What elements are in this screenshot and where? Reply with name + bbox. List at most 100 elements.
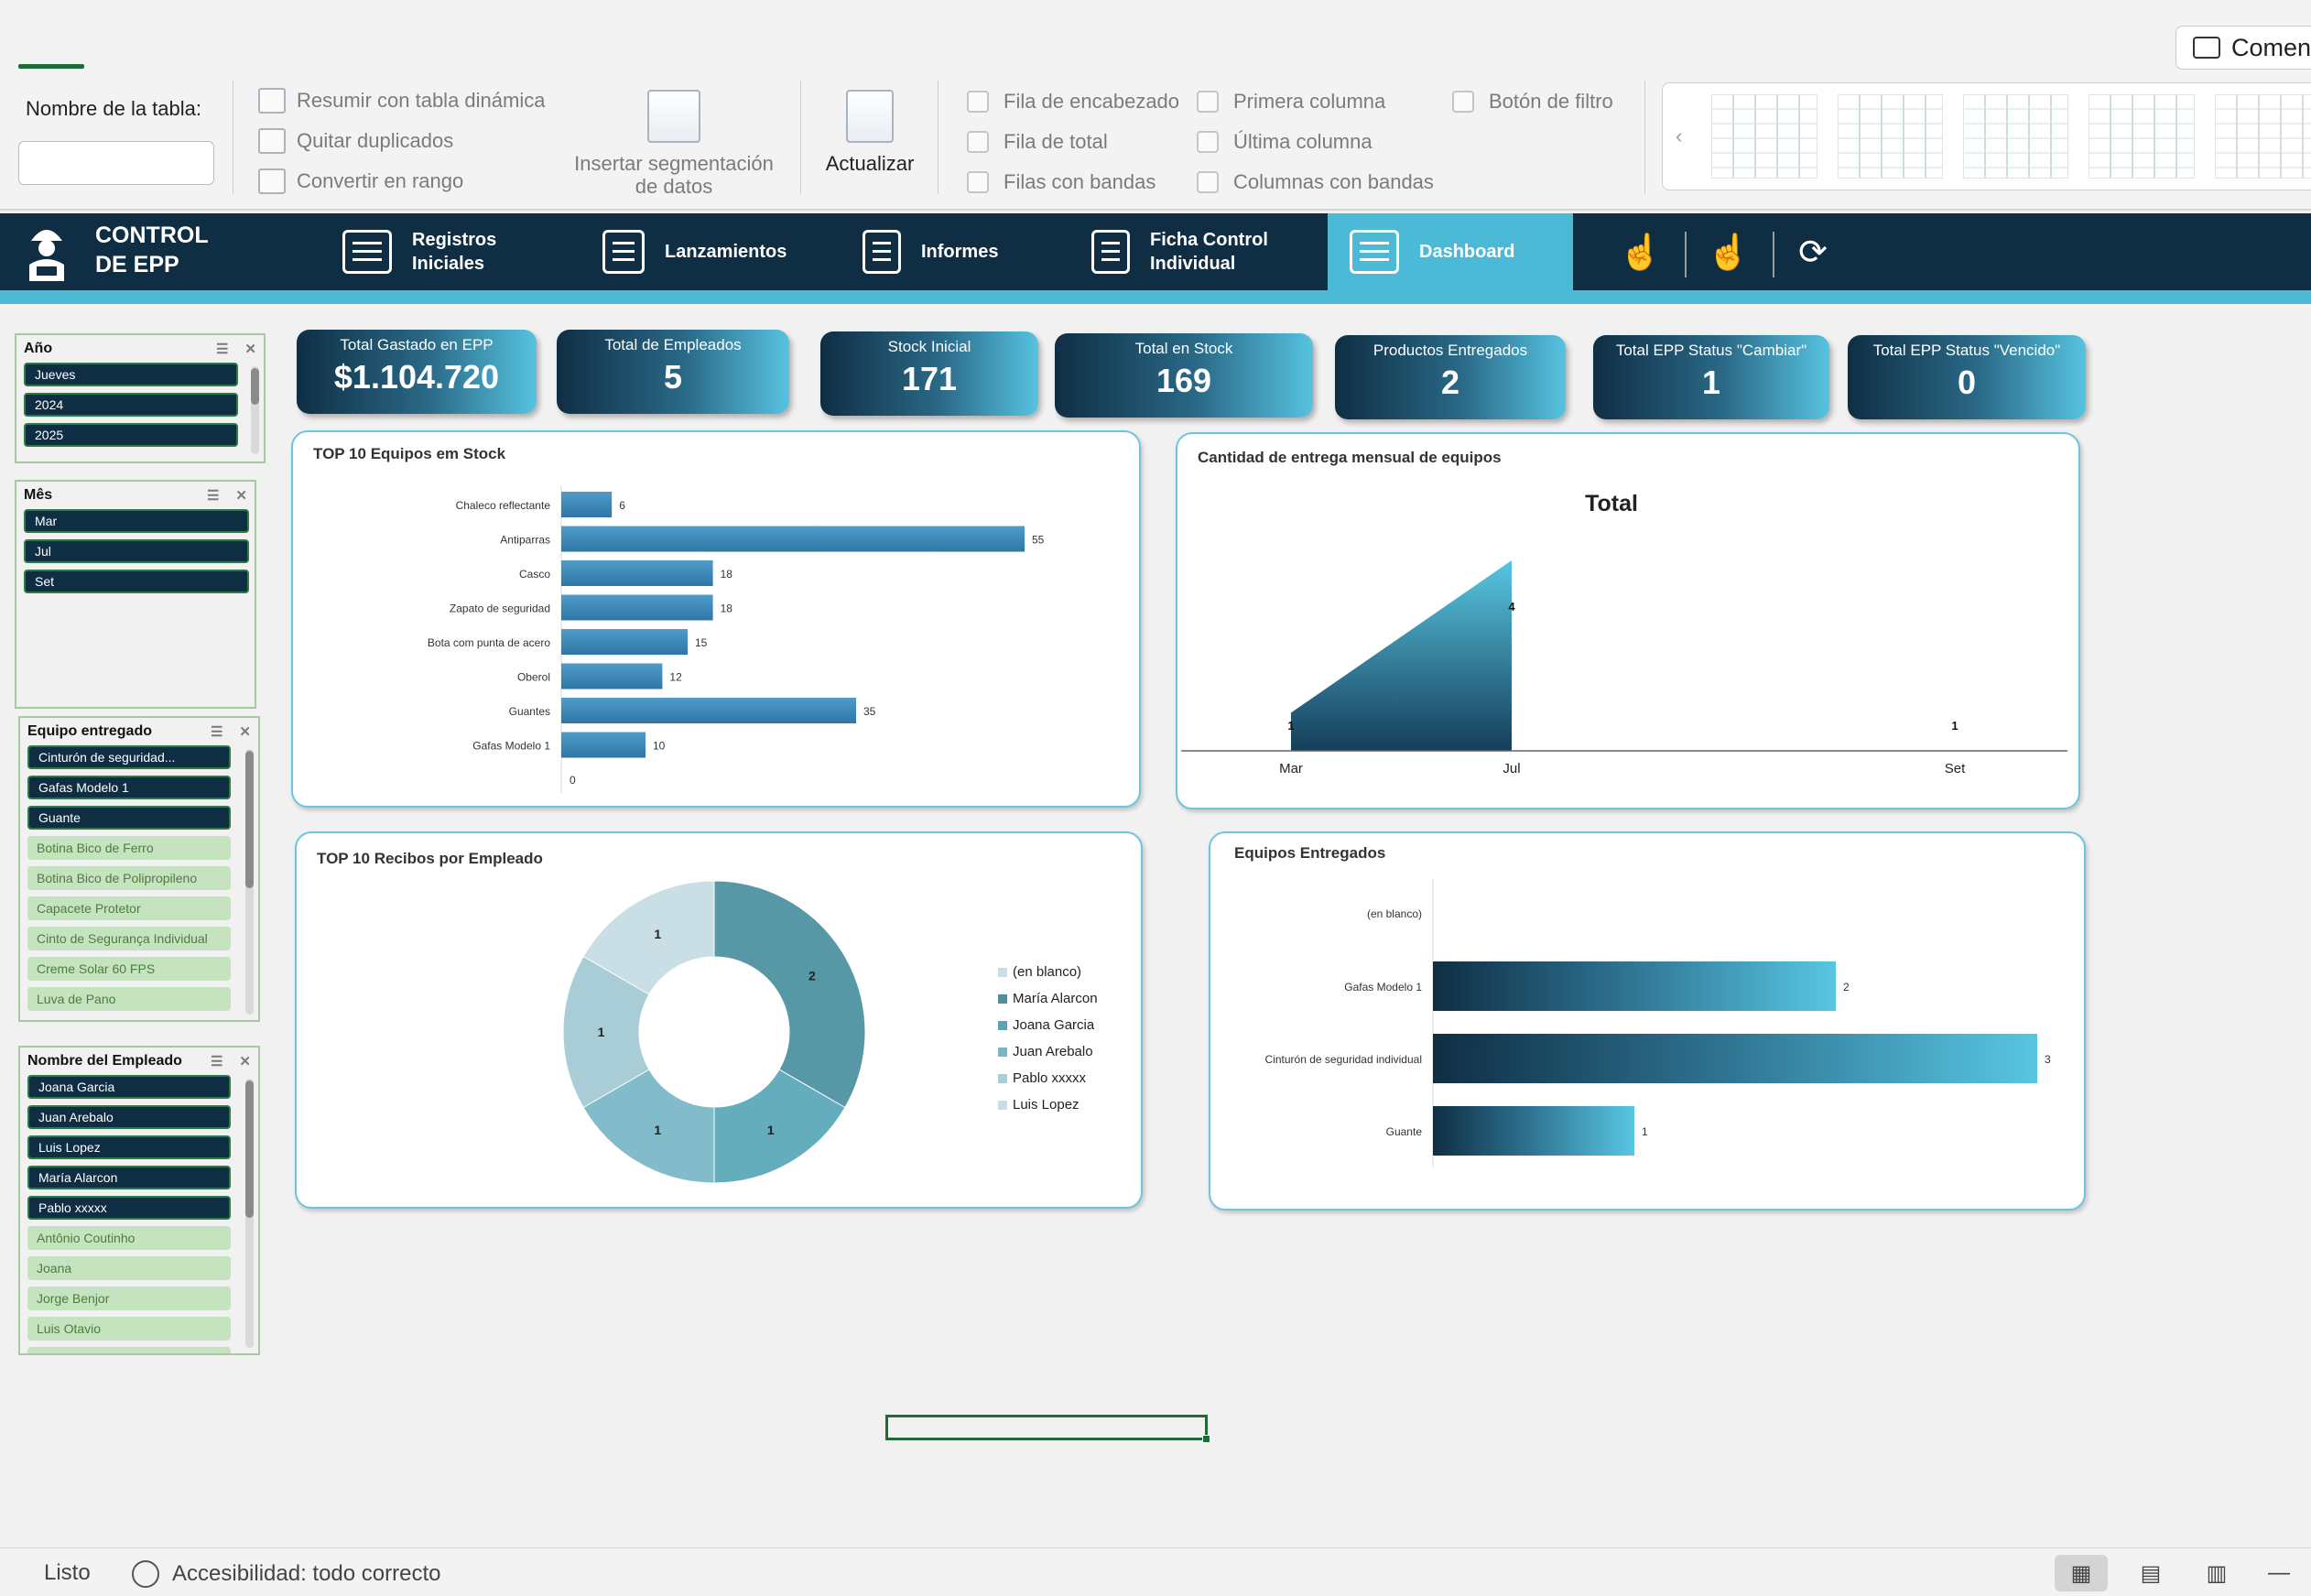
category-label: Oberol: [517, 671, 550, 684]
slicer-item[interactable]: Luva de Pano: [27, 987, 231, 1011]
slicer-item[interactable]: Cinto de Segurança Individual: [27, 927, 231, 950]
checkbox-box: [1197, 91, 1219, 113]
status-bar: Listo Accesibilidad: todo correcto ▦ ▤ ▥…: [0, 1547, 2311, 1596]
table-name-label: Nombre de la tabla:: [26, 97, 201, 120]
table-name-input[interactable]: [18, 141, 214, 185]
slicer-item[interactable]: Luis Otavio: [27, 1317, 231, 1341]
donut-legend: (en blanco) María Alarcon Joana Garcia J…: [998, 959, 1098, 1118]
data-label: 15: [695, 636, 708, 649]
zoom-out-button[interactable]: —: [2268, 1560, 2290, 1585]
table-style-tile[interactable]: [1837, 94, 1943, 179]
slicer-scroll-thumb[interactable]: [245, 751, 254, 888]
data-label: 18: [721, 603, 733, 615]
slicer-item[interactable]: Set: [24, 570, 249, 593]
slicer-item[interactable]: Botina Bico de Polipropileno: [27, 866, 231, 890]
legend-swatch: [998, 1073, 1007, 1083]
filter-button-label: Botón de filtro: [1489, 90, 1613, 113]
table-style-tile[interactable]: [1962, 94, 2069, 179]
comments-button[interactable]: Comentarios: [2175, 26, 2311, 70]
convert-range-button[interactable]: Convertir en rango: [258, 168, 463, 194]
slicer-item[interactable]: María Alarcon: [27, 1166, 231, 1189]
accessibility-status[interactable]: Accesibilidad: todo correcto: [132, 1560, 440, 1588]
slicer-item[interactable]: Pablo xxxxx: [27, 1196, 231, 1220]
slicer-item[interactable]: Botina Bico de Ferro: [27, 836, 231, 860]
total-row-checkbox[interactable]: Fila de total: [967, 130, 1108, 154]
slicer-scroll-thumb[interactable]: [245, 1080, 254, 1218]
category-label: Gafas Modelo 1: [1344, 981, 1422, 993]
nav-accent-strip: [0, 290, 2311, 304]
last-column-checkbox[interactable]: Última columna: [1197, 130, 1372, 154]
nav-label: Ficha Control Individual: [1150, 230, 1268, 274]
multi-select-icon[interactable]: ☰: [215, 342, 229, 357]
kpi-status-expired: Total EPP Status "Vencido" 0: [1848, 335, 2086, 419]
clear-filter-icon[interactable]: ✕: [244, 342, 256, 357]
slicer-scrollbar[interactable]: [251, 366, 259, 454]
convert-range-label: Convertir en rango: [297, 169, 464, 192]
kpi-value: 5: [663, 358, 683, 396]
multi-select-icon[interactable]: ☰: [210, 724, 223, 740]
clear-filter-icon[interactable]: ✕: [239, 1054, 251, 1069]
first-column-checkbox[interactable]: Primera columna: [1197, 90, 1385, 114]
slicer-item[interactable]: Jul: [24, 539, 249, 563]
category-label: Chaleco reflectante: [456, 499, 551, 512]
hand-expand-icon[interactable]: ☝: [1619, 233, 1663, 272]
slicer-item[interactable]: 2025: [24, 423, 238, 447]
checkbox-box: [1197, 131, 1219, 153]
slicer-item[interactable]: Joana: [27, 1256, 231, 1280]
table-style-tile[interactable]: [2089, 94, 2195, 179]
slicer-item[interactable]: Mar: [24, 509, 249, 533]
nav-lanzamientos[interactable]: Lanzamientos: [580, 213, 846, 290]
document-icon: [1091, 230, 1130, 274]
banded-rows-checkbox[interactable]: Filas con bandas: [967, 170, 1156, 194]
chevron-left-icon[interactable]: ‹: [1676, 125, 1683, 147]
slicer-item[interactable]: Gafas Modelo 1: [27, 776, 231, 799]
table-style-tile[interactable]: [2214, 94, 2311, 179]
banded-columns-checkbox[interactable]: Columnas con bandas: [1197, 170, 1434, 194]
multi-select-icon[interactable]: ☰: [206, 488, 220, 504]
data-label: 1: [598, 1025, 605, 1039]
slicer-scroll-thumb[interactable]: [251, 368, 259, 405]
slicer-item[interactable]: Luis Lopez: [27, 1135, 231, 1159]
nav-dashboard[interactable]: Dashboard: [1328, 213, 1573, 290]
slicer-item[interactable]: Guante: [27, 806, 231, 830]
header-row-checkbox[interactable]: Fila de encabezado: [967, 90, 1179, 114]
bar: [561, 492, 613, 517]
slicer-item[interactable]: Cinturón de seguridad...: [27, 745, 231, 769]
nav-registros-iniciales[interactable]: Registros Iniciales: [320, 213, 586, 290]
page-layout-view-button[interactable]: ▤: [2140, 1560, 2162, 1586]
fill-handle[interactable]: [1202, 1435, 1210, 1443]
slicer-item[interactable]: Capacete Protetor: [27, 896, 231, 920]
nav-ficha-control-individual[interactable]: Ficha Control Individual: [1069, 213, 1326, 290]
slicer-item[interactable]: Juan Arebalo: [27, 1105, 231, 1129]
convert-range-icon: [258, 168, 286, 194]
slicer-item[interactable]: Antônio Coutinho: [27, 1226, 231, 1250]
normal-view-button[interactable]: ▦: [2055, 1555, 2108, 1591]
selected-cell[interactable]: [885, 1415, 1210, 1443]
slicer-item[interactable]: Marcos Toledo: [27, 1347, 231, 1353]
clear-filter-icon[interactable]: ✕: [239, 724, 251, 740]
page-break-view-button[interactable]: ▥: [2206, 1560, 2228, 1586]
slicer-item[interactable]: Creme Solar 60 FPS: [27, 957, 231, 981]
clear-filter-icon[interactable]: ✕: [235, 488, 247, 504]
nav-informes[interactable]: Informes: [841, 213, 1079, 290]
slicer-item[interactable]: Jorge Benjor: [27, 1287, 231, 1310]
table-styles-gallery[interactable]: ‹: [1662, 82, 2311, 190]
kpi-label: Total EPP Status "Cambiar": [1615, 342, 1807, 359]
table-style-tile[interactable]: [1711, 94, 1817, 179]
data-label: 35: [863, 705, 876, 718]
multi-select-icon[interactable]: ☰: [210, 1054, 223, 1069]
data-label: 18: [721, 568, 733, 581]
pivot-summary-button[interactable]: Resumir con tabla dinámica: [258, 88, 545, 114]
insert-slicer-button[interactable]: Insertar segmentación de datos: [566, 90, 782, 198]
slicer-item[interactable]: 2024: [24, 393, 238, 417]
remove-duplicates-button[interactable]: Quitar duplicados: [258, 128, 453, 154]
refresh-button[interactable]: Actualizar: [813, 90, 927, 175]
legend-swatch: [998, 993, 1007, 1004]
filter-button-checkbox[interactable]: Botón de filtro: [1452, 90, 1613, 114]
kpi-initial-stock: Stock Inicial 171: [820, 331, 1038, 416]
slicer-item[interactable]: Joana Garcia: [27, 1075, 231, 1099]
refresh-icon[interactable]: ⟳: [1798, 233, 1828, 272]
hand-collapse-icon[interactable]: ☝: [1707, 233, 1751, 272]
slicer-item[interactable]: Jueves: [24, 363, 238, 386]
